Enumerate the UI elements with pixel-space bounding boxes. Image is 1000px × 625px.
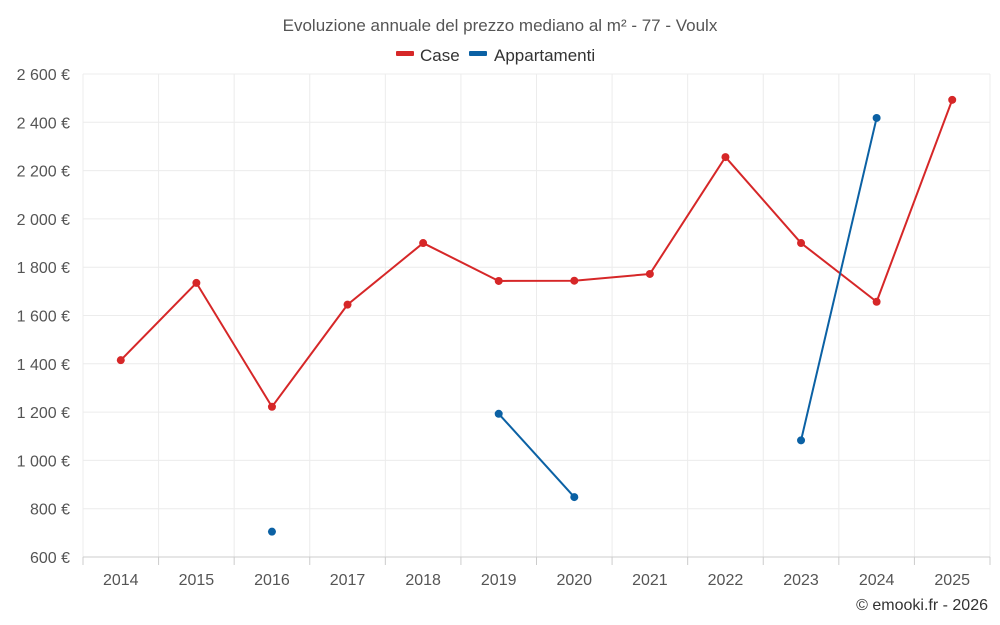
legend-item-case[interactable]: Case bbox=[396, 46, 460, 65]
y-tick-label-1400: 1 400 € bbox=[17, 357, 70, 374]
x-tick-label-2017: 2017 bbox=[330, 572, 366, 589]
legend-label-case: Case bbox=[420, 46, 460, 65]
legend: Case Appartamenti bbox=[396, 46, 595, 65]
point-case-2017[interactable] bbox=[343, 300, 352, 309]
x-tick-label-2021: 2021 bbox=[632, 572, 668, 589]
point-case-2023[interactable] bbox=[797, 239, 806, 248]
point-case-2014[interactable] bbox=[116, 356, 125, 365]
x-axis-labels: 2014 2015 2016 2017 2018 2019 2020 2021 2022 2023… bbox=[103, 572, 970, 589]
x-tick-label-2020: 2020 bbox=[556, 572, 592, 589]
y-tick-label-2600: 2 600 € bbox=[17, 67, 70, 84]
legend-swatch-case bbox=[396, 51, 414, 56]
x-tick-label-2016: 2016 bbox=[254, 572, 290, 589]
y-tick-label-600: 600 € bbox=[30, 550, 70, 567]
y-tick-label-2200: 2 200 € bbox=[17, 164, 70, 181]
y-axis-labels: 2 600 € 2 400 € 2 200 € 2 000 € 1 800 € 1 600… bbox=[17, 67, 70, 567]
chart-title: Evoluzione annuale del prezzo mediano al… bbox=[283, 16, 718, 35]
point-appartamenti-2020[interactable] bbox=[570, 493, 579, 502]
legend-label-appartamenti: Appartamenti bbox=[494, 46, 595, 65]
legend-item-appartamenti[interactable]: Appartamenti bbox=[469, 46, 595, 65]
point-case-2020[interactable] bbox=[570, 276, 579, 285]
legend-swatch-appartamenti bbox=[469, 51, 487, 56]
y-tick-label-800: 800 € bbox=[30, 502, 70, 519]
point-case-2015[interactable] bbox=[192, 278, 201, 287]
x-tick-label-2014: 2014 bbox=[103, 572, 139, 589]
y-tick-label-2400: 2 400 € bbox=[17, 115, 70, 132]
point-case-2024[interactable] bbox=[872, 297, 881, 306]
point-case-2018[interactable] bbox=[419, 239, 428, 248]
series-layer bbox=[116, 95, 957, 536]
point-appartamenti-2019[interactable] bbox=[494, 409, 503, 418]
point-case-2019[interactable] bbox=[494, 276, 503, 285]
y-tick-label-1000: 1 000 € bbox=[17, 453, 70, 470]
series-line-appartamenti bbox=[497, 413, 576, 498]
y-tick-label-2000: 2 000 € bbox=[17, 212, 70, 229]
point-appartamenti-2023[interactable] bbox=[797, 436, 806, 445]
point-appartamenti-2024[interactable] bbox=[872, 113, 881, 122]
series-line-appartamenti bbox=[800, 117, 878, 441]
point-case-2025[interactable] bbox=[948, 95, 957, 104]
x-tick-label-2023: 2023 bbox=[783, 572, 819, 589]
grid bbox=[82, 73, 991, 558]
x-tick-label-2025: 2025 bbox=[934, 572, 970, 589]
series-line-case bbox=[120, 99, 954, 408]
y-tick-label-1600: 1 600 € bbox=[17, 309, 70, 326]
axes bbox=[82, 556, 991, 565]
x-tick-label-2015: 2015 bbox=[179, 572, 215, 589]
y-tick-label-1800: 1 800 € bbox=[17, 260, 70, 277]
point-case-2016[interactable] bbox=[267, 402, 276, 411]
series-appartamenti bbox=[267, 113, 881, 536]
point-case-2022[interactable] bbox=[721, 153, 730, 162]
credit-text: © emooki.fr - 2026 bbox=[856, 597, 988, 614]
x-tick-label-2024: 2024 bbox=[859, 572, 895, 589]
point-case-2021[interactable] bbox=[645, 269, 654, 278]
x-tick-label-2018: 2018 bbox=[405, 572, 441, 589]
x-tick-label-2019: 2019 bbox=[481, 572, 517, 589]
y-tick-label-1200: 1 200 € bbox=[17, 405, 70, 422]
x-tick-label-2022: 2022 bbox=[708, 572, 744, 589]
series-case bbox=[116, 95, 957, 411]
point-appartamenti-2016[interactable] bbox=[267, 527, 276, 536]
